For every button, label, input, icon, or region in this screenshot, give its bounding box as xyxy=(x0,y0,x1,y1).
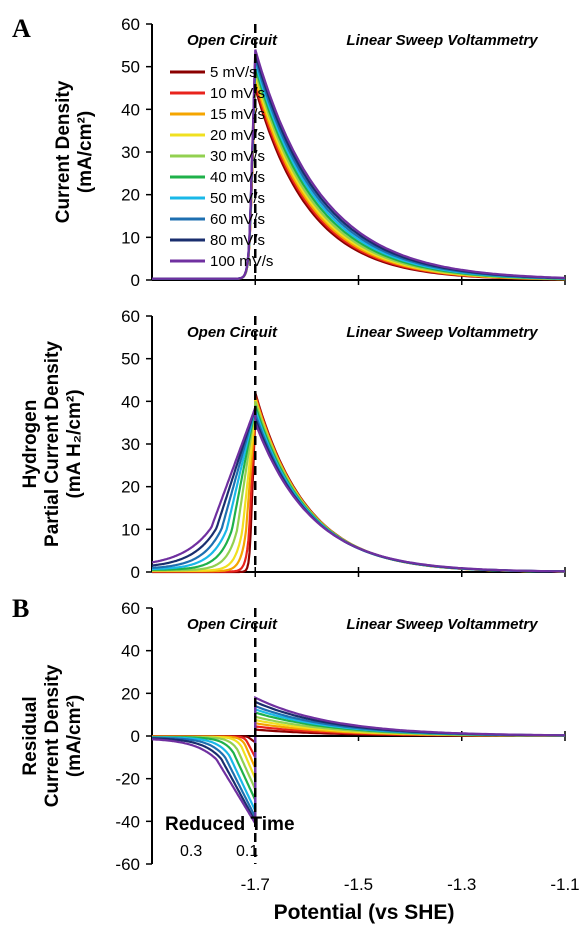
y-tick-label: -40 xyxy=(115,812,140,831)
legend-label: 10 mV/s xyxy=(210,85,265,102)
legend-label: 80 mV/s xyxy=(210,232,265,249)
series-line xyxy=(152,49,566,280)
region-label-open-circuit: Open Circuit xyxy=(187,616,278,633)
y-tick-label: 20 xyxy=(121,478,140,497)
x-tick-label: -1.1 xyxy=(550,875,579,894)
x-tick-label: -1.7 xyxy=(241,875,270,894)
legend-label: 40 mV/s xyxy=(210,169,265,186)
legend-label: 5 mV/s xyxy=(210,64,257,81)
y-tick-label: 20 xyxy=(121,186,140,205)
region-label-lsv: Linear Sweep Voltammetry xyxy=(346,616,538,633)
y-tick-label: 60 xyxy=(121,307,140,326)
region-label-lsv: Linear Sweep Voltammetry xyxy=(346,32,538,49)
legend-label: 60 mV/s xyxy=(210,211,265,228)
y-axis-label: Current Density xyxy=(42,664,63,807)
series-line xyxy=(152,400,565,573)
y-axis-label: (mA/cm²) xyxy=(64,695,85,777)
y-tick-label: 0 xyxy=(131,271,140,290)
y-axis-label: Current Density xyxy=(53,80,74,223)
panel-hydrogen-partial-current: 0 10 20 30 40 50 60 Hydrogen Partial Current Den… xyxy=(20,307,566,582)
reduced-time-tick-0: 0.3 xyxy=(180,843,202,860)
series-line xyxy=(152,704,566,818)
y-tick-label: 40 xyxy=(121,100,140,119)
y-axis-label: (mA H₂/cm²) xyxy=(64,389,85,498)
y-tick-label: 60 xyxy=(121,15,140,34)
x-axis-label: Potential (vs SHE) xyxy=(274,901,455,924)
y-tick-label: 10 xyxy=(121,228,140,247)
y-tick-label: 40 xyxy=(121,642,140,661)
series-line xyxy=(152,707,565,812)
y-tick-label: 0 xyxy=(131,727,140,746)
panel-letter-a: A xyxy=(12,14,31,43)
series-line xyxy=(151,700,566,826)
region-label-lsv: Linear Sweep Voltammetry xyxy=(346,324,538,341)
reduced-time-tick-1: 0.1 xyxy=(236,843,258,860)
y-axis-label: Partial Current Density xyxy=(42,341,63,547)
y-axis-label: Hydrogen xyxy=(20,400,41,489)
y-axis-label: (mA/cm²) xyxy=(75,111,96,193)
region-label-open-circuit: Open Circuit xyxy=(187,324,278,341)
y-tick-label: 40 xyxy=(121,392,140,411)
series-line xyxy=(152,398,565,573)
series-line xyxy=(152,392,566,574)
series-line xyxy=(152,396,565,573)
legend-label: 100 mV/s xyxy=(210,253,273,270)
series-line xyxy=(152,394,566,573)
panel-letter-b: B xyxy=(12,594,29,623)
legend: 5 mV/s 10 mV/s 15 mV/s 20 mV/s 30 mV/s 40 mV/… xyxy=(170,64,273,270)
x-tick-label: -1.5 xyxy=(344,875,373,894)
y-tick-label: 50 xyxy=(121,58,140,77)
region-label-open-circuit: Open Circuit xyxy=(187,32,278,49)
x-tick-label: -1.3 xyxy=(447,875,476,894)
y-tick-label: -60 xyxy=(115,855,140,874)
legend-label: 15 mV/s xyxy=(210,106,265,123)
panel-residual-current: -60 -40 -20 0 20 40 60 Residual Current Density(… xyxy=(20,599,580,894)
legend-label: 30 mV/s xyxy=(210,148,265,165)
y-tick-label: 20 xyxy=(121,684,140,703)
y-tick-label: 60 xyxy=(121,599,140,618)
y-axis-label: Residual xyxy=(20,696,41,775)
y-tick-label: 30 xyxy=(121,143,140,162)
series-line xyxy=(151,695,565,828)
y-tick-label: -20 xyxy=(115,770,140,789)
y-tick-label: 10 xyxy=(121,520,140,539)
legend-label: 20 mV/s xyxy=(210,127,265,144)
y-tick-label: 30 xyxy=(121,435,140,454)
y-tick-label: 50 xyxy=(121,350,140,369)
legend-label: 50 mV/s xyxy=(210,190,265,207)
y-tick-label: 0 xyxy=(131,563,140,582)
series-line xyxy=(151,407,565,573)
panel-current-density: 0 10 20 30 40 50 60 Current Density (mA/cm²) Open… xyxy=(53,15,566,290)
reduced-time-label: Reduced Time xyxy=(165,814,295,835)
